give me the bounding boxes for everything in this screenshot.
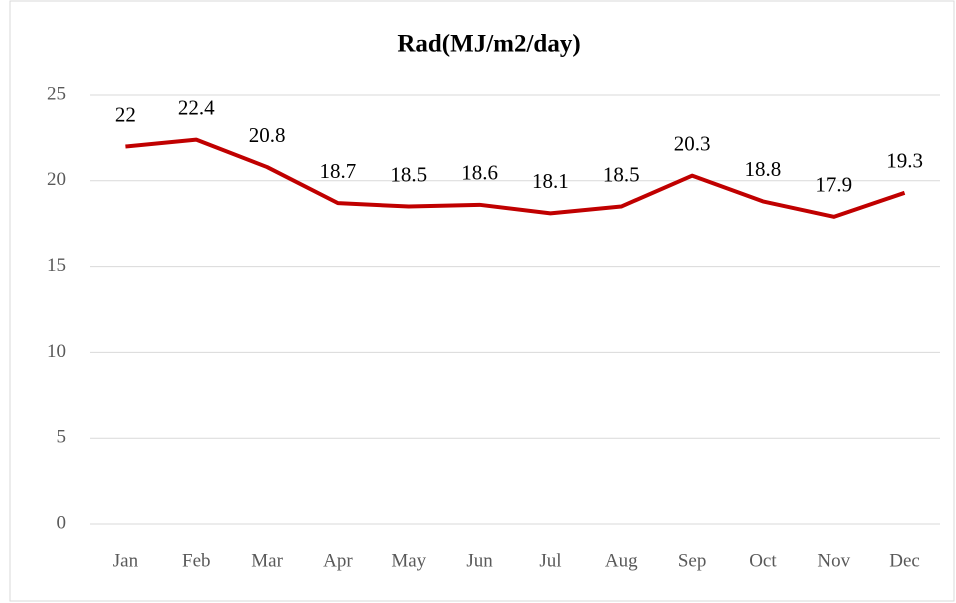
x-tick-label: Jan — [113, 550, 139, 571]
x-tick-label: May — [391, 550, 426, 571]
x-tick-label: Mar — [251, 550, 283, 571]
y-tick-label: 0 — [57, 512, 67, 533]
data-label: 19.3 — [886, 149, 923, 173]
data-label: 18.7 — [320, 159, 357, 183]
x-tick-label: Jun — [466, 550, 493, 571]
data-label: 22.4 — [178, 95, 215, 119]
line-series — [125, 137, 906, 219]
y-tick-label: 15 — [47, 255, 66, 276]
x-tick-label: Jul — [539, 550, 561, 571]
x-tick-label: Sep — [678, 550, 707, 571]
data-label: 18.5 — [603, 162, 640, 186]
y-tick-label: 20 — [47, 169, 66, 190]
chart-title: Rad(MJ/m2/day) — [397, 31, 580, 58]
x-tick-label: Nov — [817, 550, 850, 571]
x-tick-label: Aug — [605, 550, 638, 571]
data-label: 20.3 — [674, 131, 711, 155]
x-tick-label: Oct — [749, 550, 777, 571]
data-label: 17.9 — [815, 173, 852, 197]
data-label: 18.6 — [461, 161, 498, 185]
y-tick-label: 10 — [47, 341, 66, 362]
y-tick-label: 5 — [57, 427, 67, 448]
chart-border — [9, 0, 955, 602]
data-label: 18.8 — [745, 157, 782, 181]
data-label: 22 — [115, 102, 136, 126]
x-tick-label: Feb — [182, 550, 211, 571]
x-tick-label: Apr — [323, 550, 353, 571]
data-label: 20.8 — [249, 123, 286, 147]
y-tick-label: 25 — [47, 83, 66, 104]
x-tick-label: Dec — [889, 550, 920, 571]
data-label: 18.1 — [532, 169, 569, 193]
data-label: 18.5 — [390, 162, 427, 186]
